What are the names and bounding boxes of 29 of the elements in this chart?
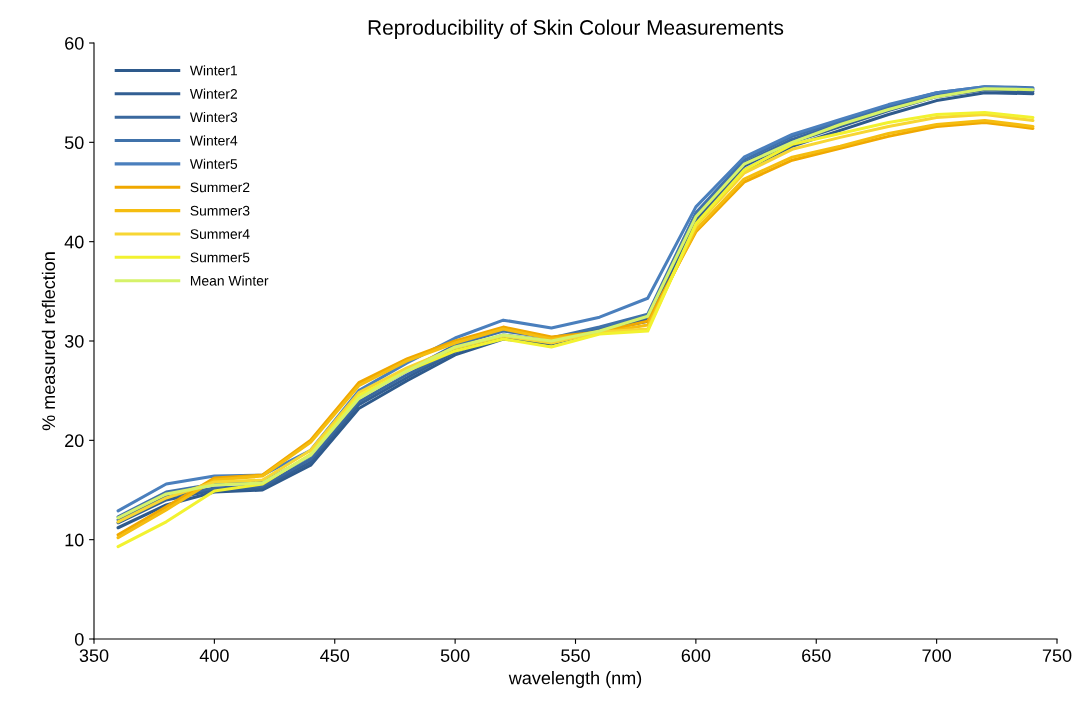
legend-label: Winter1	[189, 65, 238, 76]
x-tick-label: 550	[561, 649, 590, 662]
legend-label: Summer5	[190, 252, 250, 263]
legend-label: Winter4	[189, 135, 238, 146]
y-tick-label: 10	[65, 533, 84, 547]
x-tick-label: 450	[320, 649, 350, 662]
chart-title: Reproducibility of Skin Colour Measurements	[368, 19, 784, 39]
x-tick-label: 750	[1042, 649, 1072, 662]
legend-label: Winter2	[189, 88, 237, 99]
legend-label: Summer2	[190, 182, 250, 193]
x-tick-label: 350	[79, 649, 109, 662]
x-tick-label: 500	[440, 649, 470, 662]
legend-label: Winter5	[189, 158, 238, 169]
y-tick-label: 50	[64, 136, 84, 150]
y-tick-label: 20	[65, 434, 84, 448]
x-axis-title: wavelength (nm)	[508, 671, 642, 688]
y-axis-title: % measured reflection	[41, 252, 56, 431]
x-tick-label: 650	[802, 649, 831, 662]
y-tick-label: 60	[65, 36, 84, 50]
y-tick-label: 30	[64, 334, 84, 348]
legend-label: Summer3	[190, 205, 250, 216]
legend-label: Winter3	[189, 111, 238, 123]
x-tick-label: 600	[681, 649, 711, 662]
y-tick-label: 40	[64, 235, 84, 249]
x-tick-label: 700	[922, 649, 951, 662]
y-tick-label: 0	[74, 632, 84, 646]
legend-label: Summer4	[190, 229, 250, 239]
legend-label: Mean Winter	[190, 275, 269, 286]
x-tick-label: 400	[199, 649, 229, 662]
